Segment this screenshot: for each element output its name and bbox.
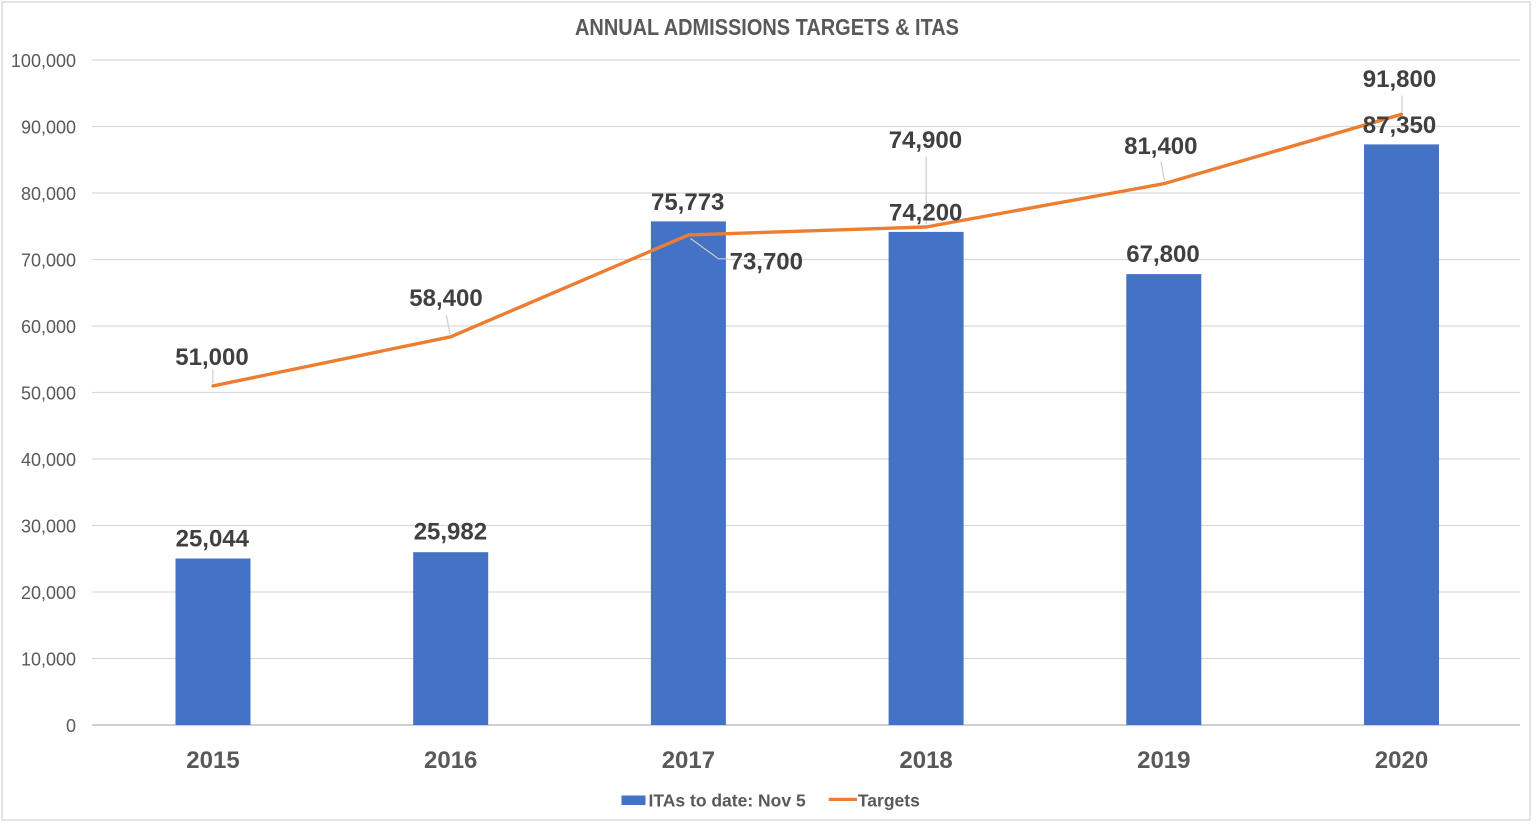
svg-text:80,000: 80,000 [21, 184, 76, 204]
svg-text:100,000: 100,000 [11, 51, 76, 71]
svg-text:25,982: 25,982 [414, 519, 487, 546]
svg-text:74,900: 74,900 [889, 127, 962, 154]
svg-text:70,000: 70,000 [21, 250, 76, 270]
svg-text:Targets: Targets [858, 790, 920, 810]
svg-text:10,000: 10,000 [21, 649, 76, 669]
svg-text:2018: 2018 [899, 747, 952, 774]
svg-text:40,000: 40,000 [21, 450, 76, 470]
svg-text:60,000: 60,000 [21, 317, 76, 337]
svg-text:67,800: 67,800 [1126, 241, 1199, 268]
svg-text:2015: 2015 [186, 747, 239, 774]
svg-text:2016: 2016 [424, 747, 477, 774]
svg-text:91,800: 91,800 [1363, 66, 1436, 93]
svg-text:74,200: 74,200 [889, 200, 962, 227]
svg-text:ANNUAL ADMISSIONS TARGETS & IT: ANNUAL ADMISSIONS TARGETS & ITAS [575, 14, 959, 40]
svg-text:51,000: 51,000 [175, 344, 248, 371]
svg-text:73,700: 73,700 [730, 248, 803, 275]
svg-text:30,000: 30,000 [21, 516, 76, 536]
svg-text:25,044: 25,044 [176, 526, 250, 553]
svg-text:2020: 2020 [1375, 747, 1428, 774]
svg-text:75,773: 75,773 [651, 189, 724, 216]
svg-text:58,400: 58,400 [409, 285, 482, 312]
svg-text:81,400: 81,400 [1124, 133, 1197, 160]
svg-text:2019: 2019 [1137, 747, 1190, 774]
svg-text:87,350: 87,350 [1363, 112, 1436, 139]
svg-text:20,000: 20,000 [21, 583, 76, 603]
svg-text:2017: 2017 [662, 747, 715, 774]
svg-text:50,000: 50,000 [21, 383, 76, 403]
svg-text:ITAs to date: Nov 5: ITAs to date: Nov 5 [649, 790, 806, 810]
svg-text:90,000: 90,000 [21, 117, 76, 137]
svg-text:0: 0 [66, 716, 76, 736]
